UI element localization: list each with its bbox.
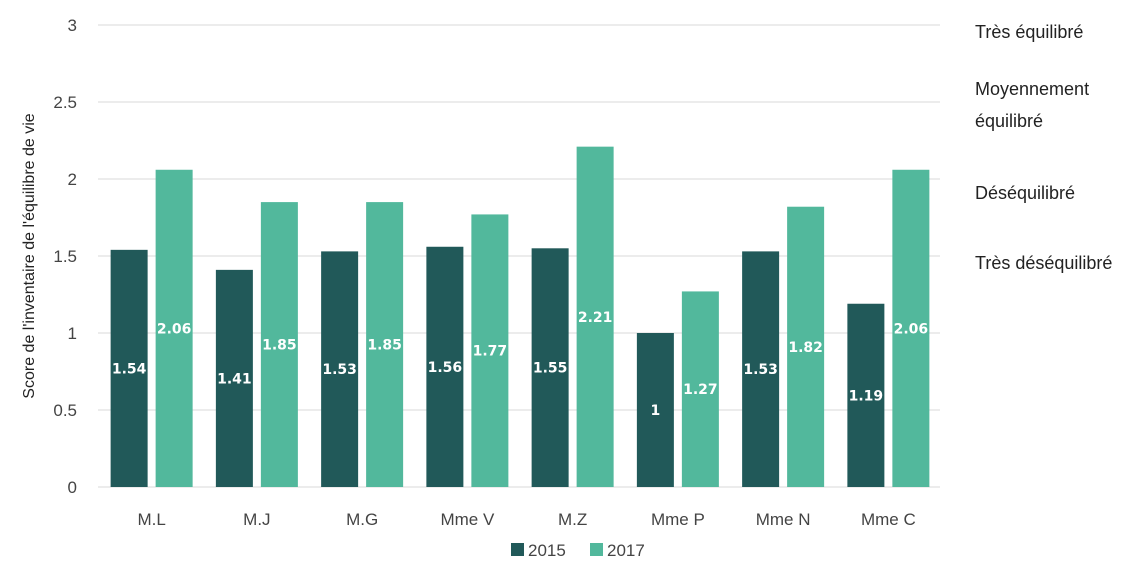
data-label: 1.85 [262,338,297,354]
legend: 2015 2017 [511,541,645,560]
data-label: 1 [651,403,661,419]
data-label: 1.82 [788,340,823,356]
bar-2015-m-g [321,251,359,487]
bar-2017-mme-n [787,206,825,487]
data-label: 1.77 [473,344,508,360]
data-label: 1.53 [322,362,357,378]
data-label: 1.54 [112,361,147,377]
bar-2017-m-z [576,146,614,487]
x-category-label: M.L [137,510,165,529]
right-annotation-label: Très déséquilibré [975,253,1112,273]
y-tick-label: 1 [68,324,77,343]
bar-2017-m-g [366,202,404,487]
x-category-label: M.G [346,510,378,529]
bar-2017-m-j [260,202,298,487]
data-label: 1.55 [533,361,568,377]
x-category-label: M.J [243,510,270,529]
data-labels: 1.54 2.06 1.41 1.85 1.53 1.85 1.56 1.77 1.55 2.21… [112,310,928,419]
bar-2015-m-l [110,249,148,487]
bar-2017-mme-v [471,214,509,488]
legend-label: 2015 [528,541,566,560]
data-label: 2.21 [578,310,613,326]
data-label: 1.56 [428,360,463,376]
bar-2017-mme-p [681,291,719,487]
y-tick-label: 1.5 [53,247,77,266]
x-axis-categories: M.L M.J M.G Mme V M.Z Mme P Mme N Mme C [137,510,915,529]
data-label: 2.06 [894,321,929,337]
data-label: 1.53 [743,362,778,378]
bar-2015-mme-n [742,251,780,487]
bar-2015-m-z [531,248,569,487]
y-axis-label: Score de l'inventaire de l'équilibre de … [21,113,38,398]
x-category-label: Mme N [756,510,811,529]
y-tick-label: 3 [68,16,77,35]
data-label: 1.41 [217,371,252,387]
legend-swatch [511,543,524,556]
legend-swatch [590,543,603,556]
y-tick-label: 0.5 [53,401,77,420]
bar-2017-mme-c [892,169,930,487]
bar-2015-mme-c [847,303,885,487]
y-axis-ticks: 0 0.5 1 1.5 2 2.5 3 [53,16,77,497]
x-category-label: Mme P [651,510,705,529]
x-category-label: Mme V [440,510,495,529]
bars [110,146,930,488]
right-annotation-label: Moyennement [975,79,1089,99]
bar-2015-mme-p [636,333,674,487]
bar-2017-m-l [155,169,193,487]
y-tick-label: 0 [68,478,77,497]
right-annotation-label: Déséquilibré [975,183,1075,203]
bar-2015-m-j [215,269,253,487]
x-category-label: M.Z [558,510,587,529]
data-label: 1.85 [367,338,402,354]
right-annotation-label: Très équilibré [975,22,1083,42]
data-label: 2.06 [157,321,192,337]
legend-label: 2017 [607,541,645,560]
data-label: 1.27 [683,382,718,398]
y-tick-label: 2.5 [53,93,77,112]
data-label: 1.19 [849,388,884,404]
bar-2015-mme-v [426,246,464,487]
y-tick-label: 2 [68,170,77,189]
right-annotations: Très équilibré Moyennement équilibré Déséqu… [975,22,1112,273]
x-category-label: Mme C [861,510,916,529]
right-annotation-label: équilibré [975,111,1043,131]
